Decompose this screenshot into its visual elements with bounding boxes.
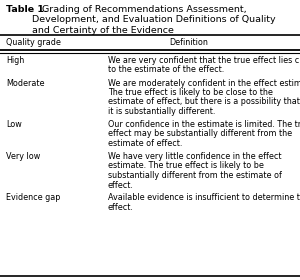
Text: estimate of effect, but there is a possibility that: estimate of effect, but there is a possi… bbox=[108, 97, 300, 106]
Text: We are very confident that the true effect lies close: We are very confident that the true effe… bbox=[108, 56, 300, 65]
Text: Quality grade: Quality grade bbox=[6, 38, 61, 47]
Text: effect.: effect. bbox=[108, 203, 134, 212]
Text: Moderate: Moderate bbox=[6, 78, 44, 87]
Text: it is substantially different.: it is substantially different. bbox=[108, 107, 215, 116]
Text: Our confidence in the estimate is limited. The true: Our confidence in the estimate is limite… bbox=[108, 120, 300, 129]
Text: estimate of effect.: estimate of effect. bbox=[108, 139, 182, 148]
Text: Available evidence is insufficient to determine true: Available evidence is insufficient to de… bbox=[108, 193, 300, 202]
Text: Very low: Very low bbox=[6, 152, 40, 161]
Text: Low: Low bbox=[6, 120, 22, 129]
Text: We have very little confidence in the effect: We have very little confidence in the ef… bbox=[108, 152, 281, 161]
Text: effect.: effect. bbox=[108, 181, 134, 190]
Text: Table 1.: Table 1. bbox=[6, 5, 48, 14]
Text: and Certainty of the Evidence: and Certainty of the Evidence bbox=[32, 26, 174, 35]
Text: Development, and Evaluation Definitions of Quality: Development, and Evaluation Definitions … bbox=[32, 15, 276, 24]
Text: effect may be substantially different from the: effect may be substantially different fr… bbox=[108, 129, 292, 139]
Text: The true effect is likely to be close to the: The true effect is likely to be close to… bbox=[108, 88, 273, 97]
Text: High: High bbox=[6, 56, 24, 65]
Text: estimate. The true effect is likely to be: estimate. The true effect is likely to b… bbox=[108, 162, 264, 171]
Text: Definition: Definition bbox=[169, 38, 208, 47]
Text: Grading of Recommendations Assessment,: Grading of Recommendations Assessment, bbox=[42, 5, 247, 14]
Text: substantially different from the estimate of: substantially different from the estimat… bbox=[108, 171, 282, 180]
Text: We are moderately confident in the effect estimate.: We are moderately confident in the effec… bbox=[108, 78, 300, 87]
Text: to the estimate of the effect.: to the estimate of the effect. bbox=[108, 66, 224, 74]
Text: Evidence gap: Evidence gap bbox=[6, 193, 60, 202]
